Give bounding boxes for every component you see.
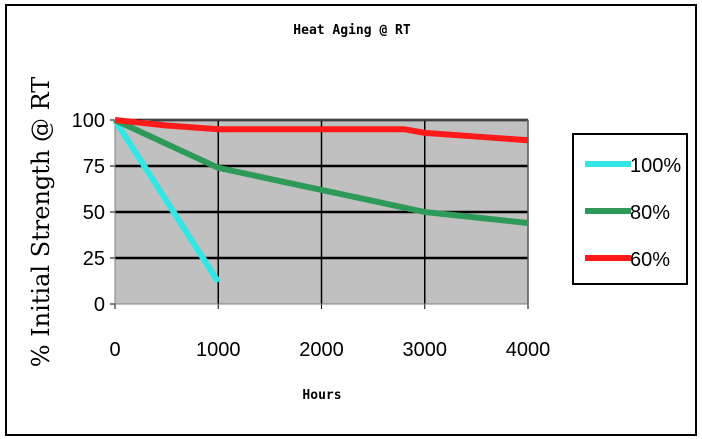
y-axis-label: % Initial Strength @ RT	[27, 77, 55, 368]
plot-border	[114, 119, 529, 305]
y-tick-label: 0	[94, 294, 105, 316]
x-tick-label: 2000	[299, 339, 344, 361]
x-tick-label: 1000	[196, 339, 241, 361]
legend-label: 100%	[630, 155, 681, 177]
x-axis-label: Hours	[302, 388, 341, 403]
chart-frame: Heat Aging @ RT 0 25 50 75 100 0 1000 2000 3000 4…	[5, 4, 697, 436]
series-line-80pct	[113, 117, 529, 227]
legend-label: 60%	[630, 249, 670, 271]
x-tick-label: 3000	[403, 339, 448, 361]
series-line-100pct	[112, 118, 221, 284]
y-tick-label: 75	[83, 156, 105, 178]
series-line-60pct	[114, 117, 529, 144]
y-tick-label: 25	[83, 248, 105, 270]
y-tick-label: 50	[83, 202, 105, 224]
legend-label: 80%	[630, 202, 670, 224]
chart-title: Heat Aging @ RT	[293, 23, 411, 38]
x-tick-label: 4000	[506, 339, 551, 361]
x-tick-label: 0	[109, 339, 120, 361]
legend: 100% 80% 60%	[572, 133, 688, 285]
y-tick-label: 100	[72, 110, 105, 132]
